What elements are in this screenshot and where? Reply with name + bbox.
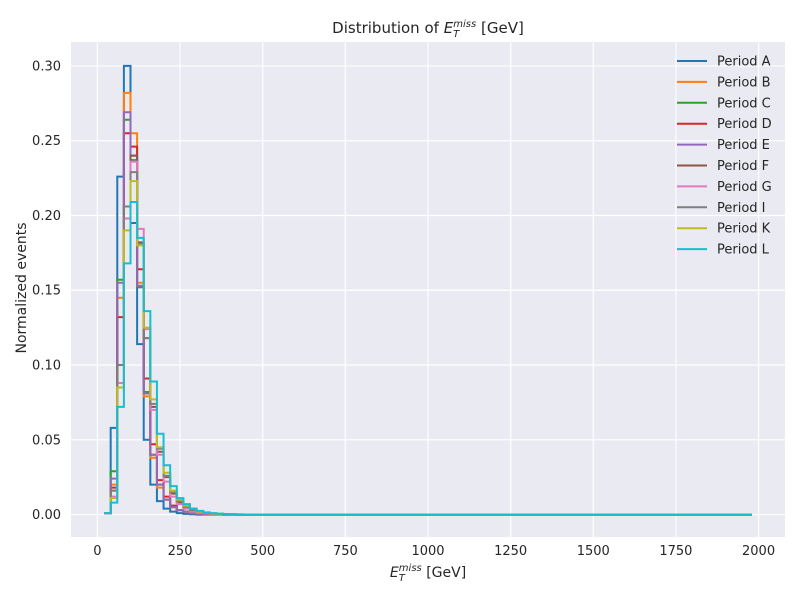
y-tick-label: 0.10 bbox=[32, 359, 61, 374]
x-tick-label: 0 bbox=[93, 544, 101, 559]
legend-label: Period L bbox=[717, 243, 770, 258]
legend-label: Period F bbox=[717, 159, 769, 174]
x-axis-label: ETmiss [GeV] bbox=[390, 563, 466, 584]
y-tick-label: 0.25 bbox=[32, 134, 61, 149]
x-tick-label: 750 bbox=[333, 544, 358, 559]
y-tick-label: 0.05 bbox=[32, 433, 61, 448]
x-tick-label: 2000 bbox=[742, 544, 775, 559]
legend-label: Period E bbox=[717, 138, 770, 153]
x-tick-label: 500 bbox=[250, 544, 275, 559]
series-layer bbox=[104, 64, 752, 516]
x-tick-label: 1750 bbox=[659, 544, 692, 559]
legend-label: Period A bbox=[717, 55, 771, 70]
tick-labels: 0 250 500 750 1000 1250 1500 1750 2000 0.00 0.05 0.… bbox=[32, 59, 775, 559]
grid bbox=[71, 42, 785, 537]
y-axis-label: Normalized events bbox=[14, 222, 30, 353]
legend-label: Period C bbox=[717, 96, 771, 111]
y-tick-label: 0.30 bbox=[32, 59, 61, 74]
y-tick-label: 0.00 bbox=[32, 508, 61, 523]
chart-title: Distribution of ETmiss [GeV] bbox=[332, 19, 524, 40]
y-tick-label: 0.15 bbox=[32, 284, 61, 299]
y-tick-label: 0.20 bbox=[32, 209, 61, 224]
legend-label: Period K bbox=[717, 222, 771, 237]
x-tick-label: 1500 bbox=[577, 544, 610, 559]
legend-label: Period B bbox=[717, 75, 771, 90]
x-tick-label: 1000 bbox=[411, 544, 444, 559]
series-line-period-l bbox=[104, 201, 752, 516]
legend-label: Period I bbox=[717, 201, 766, 216]
x-tick-label: 250 bbox=[168, 544, 193, 559]
x-tick-label: 1250 bbox=[494, 544, 527, 559]
legend-label: Period G bbox=[717, 180, 772, 195]
legend-label: Period D bbox=[717, 117, 772, 132]
legend: Period A Period B Period C Period D Period E… bbox=[677, 55, 772, 258]
